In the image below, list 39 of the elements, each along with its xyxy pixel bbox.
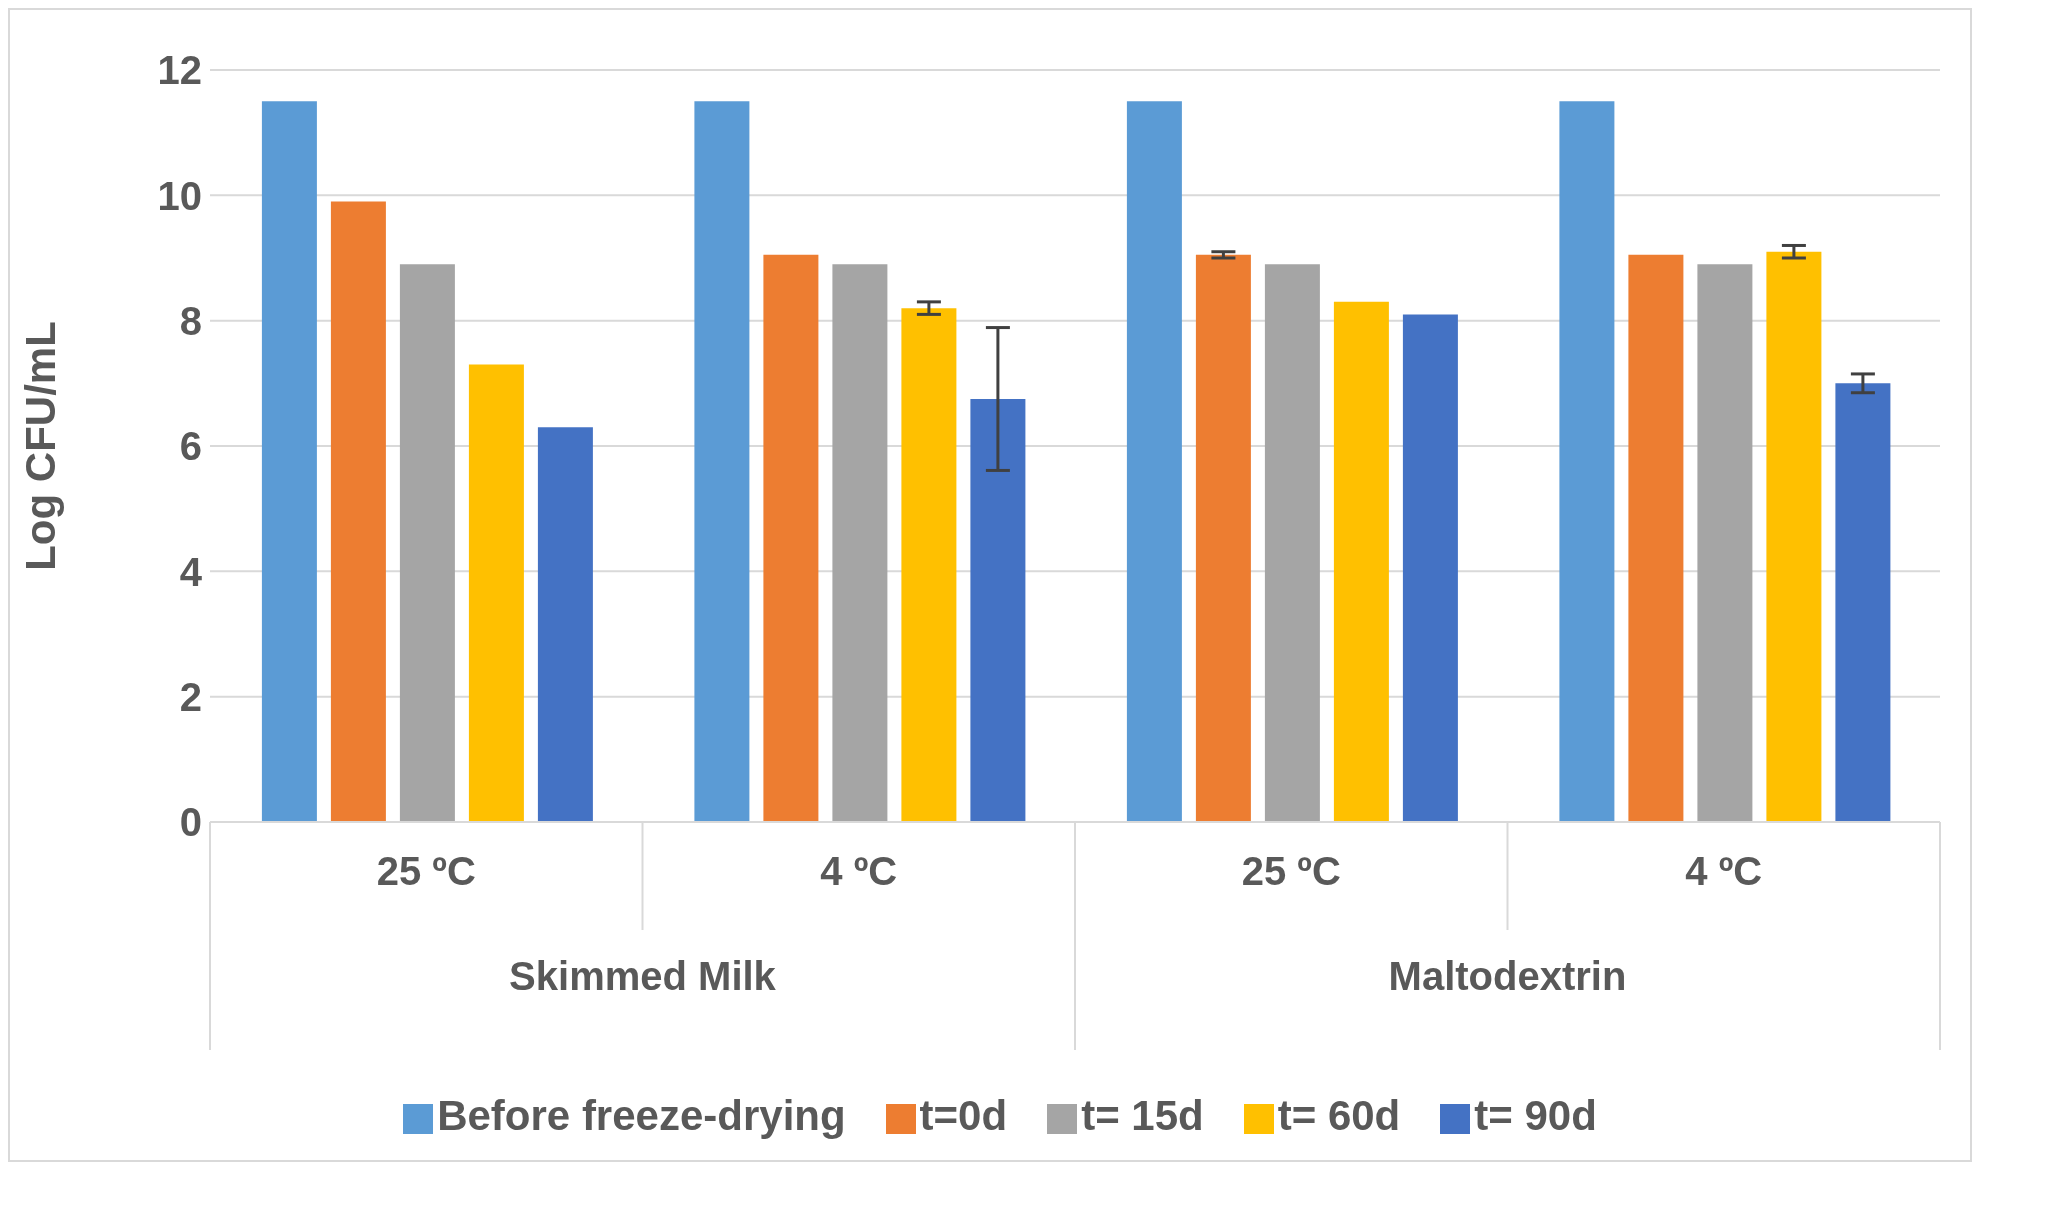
y-tick-label: 12 — [157, 48, 202, 93]
bar — [1628, 254, 1684, 822]
y-tick-label: 8 — [179, 298, 202, 343]
bar — [1126, 101, 1182, 822]
y-tick-label: 4 — [179, 549, 203, 594]
x-tick-label: 4 ºC — [1685, 849, 1763, 893]
bar — [1766, 251, 1822, 822]
bar — [1195, 254, 1251, 822]
bar — [694, 101, 750, 822]
bar — [763, 254, 819, 822]
legend-label: t= 90d — [1474, 1092, 1597, 1139]
legend-label: t=0d — [919, 1092, 1008, 1139]
x-tick-label: 25 ºC — [1241, 849, 1341, 893]
bar — [1697, 264, 1753, 822]
y-tick-label: 6 — [179, 424, 202, 469]
bar — [330, 201, 386, 822]
bar — [1333, 301, 1389, 822]
text: Maltodextrin — [1388, 954, 1627, 998]
bar — [832, 264, 888, 822]
y-tick-label: 0 — [179, 800, 202, 845]
bar — [1559, 101, 1615, 822]
bar — [399, 264, 455, 822]
y-tick-label: 2 — [179, 674, 202, 719]
bar — [901, 308, 957, 822]
bar — [1835, 383, 1891, 822]
bar — [468, 364, 524, 822]
y-axis-title: Log CFU/mL — [16, 321, 64, 571]
y-tick-label: 10 — [157, 173, 202, 218]
legend-label: t= 15d — [1081, 1092, 1204, 1139]
x-tick-label: 4 ºC — [820, 849, 898, 893]
bar — [1402, 314, 1458, 822]
bar — [1264, 264, 1320, 822]
legend-label: Before freeze-drying — [437, 1092, 846, 1139]
text: Skimmed Milk — [509, 954, 777, 998]
legend-label: t= 60d — [1277, 1092, 1401, 1139]
bar — [537, 427, 593, 822]
bar — [261, 101, 317, 822]
x-tick-label: 25 ºC — [376, 849, 476, 893]
bar — [970, 399, 1026, 822]
